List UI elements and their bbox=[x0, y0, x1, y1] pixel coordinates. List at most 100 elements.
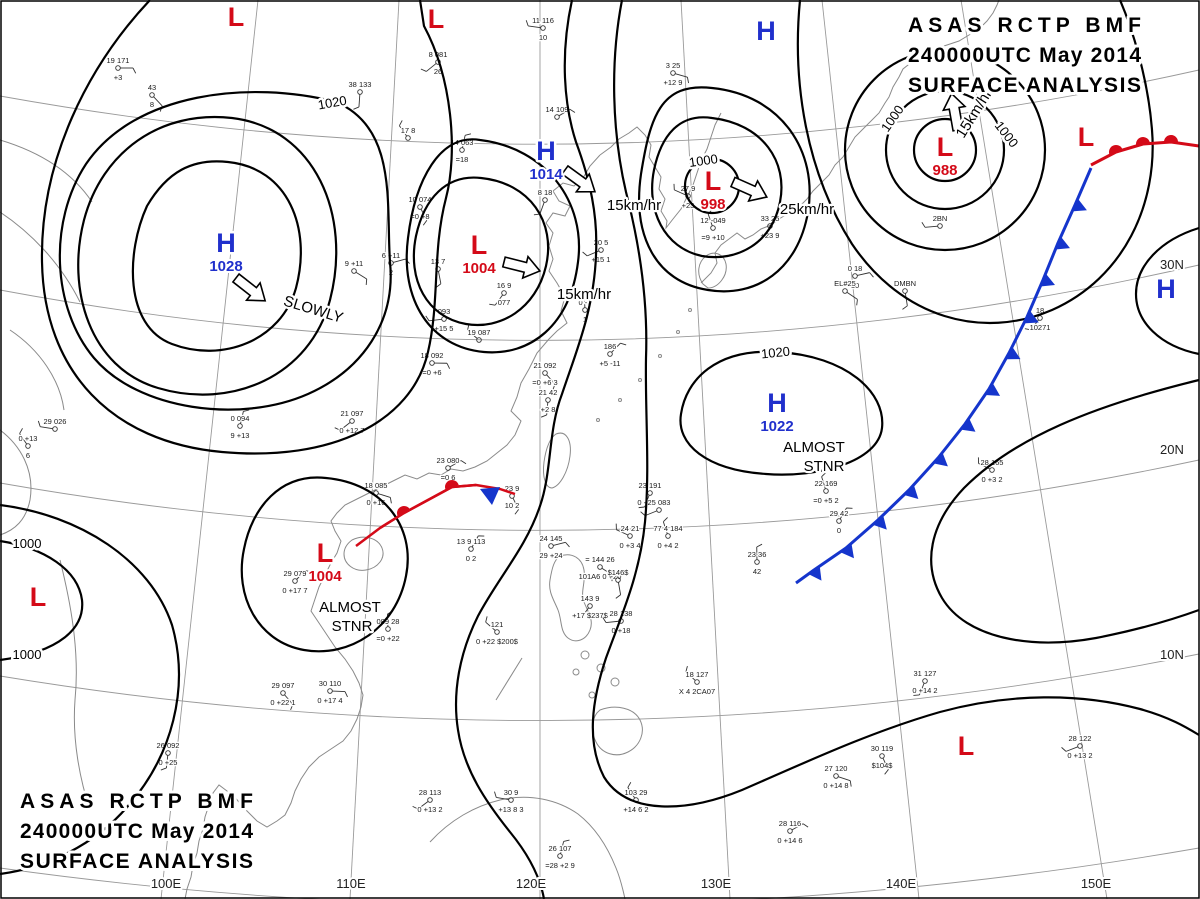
pressure-center-value: 1022 bbox=[760, 418, 793, 435]
isobar-value-label: 1000 bbox=[13, 647, 42, 662]
station-data: 12 -049 bbox=[700, 216, 725, 225]
wind-barb-tick-icon bbox=[398, 120, 403, 126]
island bbox=[596, 418, 600, 422]
station-plot: 31 127 0 +14 2 bbox=[911, 668, 939, 697]
wind-barb-icon bbox=[284, 694, 294, 705]
station-circle-icon bbox=[349, 418, 355, 424]
wind-barb-icon bbox=[580, 607, 589, 619]
station-plot: 18 127 X 4 2CA07 bbox=[678, 666, 716, 697]
low-pressure-center: L bbox=[425, 2, 447, 37]
wind-barb-tick-icon bbox=[460, 460, 467, 465]
station-data: 093 bbox=[438, 307, 451, 316]
station-data: +13 8 3 bbox=[498, 805, 523, 814]
wind-barb-icon bbox=[662, 521, 668, 534]
pressure-center-letter: L bbox=[428, 4, 445, 34]
station-plot: 24 145 29 +24 bbox=[538, 533, 570, 561]
station-data: 30 110 bbox=[319, 679, 341, 688]
pressure-center-letter: H bbox=[1156, 274, 1176, 304]
wind-barb-tick-icon bbox=[602, 617, 607, 623]
station-plot: 25 083 bbox=[640, 497, 672, 517]
station-plot: 24 21 0 +3 4 bbox=[615, 523, 642, 551]
wind-barb-icon bbox=[546, 402, 549, 415]
station-data: 103 29 bbox=[625, 788, 648, 797]
station-plot: 16 9 077 bbox=[489, 280, 513, 308]
station-plot: 121 0 +22 $200$ bbox=[475, 616, 520, 647]
island bbox=[610, 677, 620, 687]
isobar bbox=[77, 115, 338, 396]
wind-barb-tick-icon bbox=[334, 427, 341, 431]
station-data: 121 bbox=[491, 620, 504, 629]
station-data: +15 1 bbox=[592, 255, 611, 264]
station-data: 24 145 bbox=[540, 534, 563, 543]
isobar bbox=[0, 539, 84, 662]
station-circle-icon bbox=[237, 423, 243, 429]
coastline bbox=[429, 796, 626, 899]
pressure-center-letter: H bbox=[216, 228, 236, 258]
station-data: =0 +6 3 bbox=[532, 378, 557, 387]
wind-barb-icon bbox=[882, 757, 889, 770]
station-plot: 0 -7 1 bbox=[577, 291, 593, 325]
station-circle-icon bbox=[656, 507, 662, 513]
wind-barb-icon bbox=[674, 189, 687, 196]
station-plot: $146$ bbox=[606, 567, 631, 599]
coastline bbox=[698, 252, 727, 289]
wind-barb-icon bbox=[429, 318, 442, 322]
station-data: 23 080 bbox=[437, 456, 460, 465]
station-plot: 23 080 =0 6 bbox=[435, 455, 467, 483]
pressure-center-value: 988 bbox=[932, 162, 957, 179]
station-data: 9 +11 bbox=[345, 259, 363, 268]
coastline bbox=[700, 0, 1000, 284]
pressure-center-value: 1004 bbox=[462, 260, 496, 277]
wind-barb-icon bbox=[358, 94, 361, 107]
station-plot: 21 092 =0 +6 3 bbox=[531, 360, 559, 390]
latitude-label: 20N bbox=[1160, 442, 1184, 457]
movement-arrow bbox=[729, 176, 769, 203]
wind-barb-tick-icon bbox=[37, 420, 41, 427]
station-plot: 30 110 0 +17 4 bbox=[316, 678, 348, 706]
station-plot: 28 138 0 +18 bbox=[602, 608, 634, 636]
station-plot: 30 9 +13 8 3 bbox=[494, 787, 525, 815]
title-line: 240000UTC May 2014 bbox=[20, 820, 253, 843]
station-data: $104$ bbox=[872, 761, 894, 770]
isobar-value-label: 1020 bbox=[760, 344, 790, 362]
stationary-front-cold-symbol bbox=[480, 487, 500, 505]
station-data: 23 9 bbox=[505, 484, 520, 493]
station-circle-icon bbox=[165, 750, 171, 756]
station-circle-icon bbox=[25, 443, 31, 449]
station-data: 18 085 bbox=[365, 481, 388, 490]
grid-labels: 30N 20N 10N 100E 110E 120E 130E 140E 150E bbox=[149, 255, 1186, 893]
station-data: 0 +16 bbox=[367, 498, 386, 507]
station-data: $146$ bbox=[608, 568, 630, 577]
station-data: 21 42 bbox=[539, 388, 558, 397]
station-data: 11 116 bbox=[532, 16, 554, 25]
station-plot: 11 116 10 bbox=[525, 15, 555, 43]
longitude-label: 130E bbox=[701, 876, 732, 891]
fronts bbox=[355, 135, 1200, 585]
pressure-center-letter: L bbox=[228, 2, 245, 32]
station-circle-icon bbox=[694, 679, 700, 685]
station-data: 0 bbox=[837, 526, 841, 535]
wind-barb-icon bbox=[426, 63, 437, 72]
station-circle-icon bbox=[787, 828, 793, 834]
station-data: 14 063 bbox=[451, 138, 474, 147]
station-data: EL#25 bbox=[834, 279, 856, 288]
station-data: +23 bbox=[682, 201, 695, 210]
pressure-center-letter: H bbox=[767, 388, 787, 418]
station-plot: 18 092 =0 +6 bbox=[419, 350, 451, 378]
wind-barb-tick-icon bbox=[565, 542, 570, 548]
station-circle-icon bbox=[545, 397, 551, 403]
wind-barb-icon bbox=[165, 755, 169, 768]
station-circle-icon bbox=[115, 65, 121, 71]
station-data: 29 42 bbox=[830, 509, 849, 518]
station-data: 29 +24 bbox=[539, 551, 562, 560]
station-circle-icon bbox=[459, 147, 465, 153]
wind-barb-tick-icon bbox=[552, 383, 556, 390]
motion-annotation: ALMOST bbox=[319, 599, 381, 616]
station-circle-icon bbox=[922, 678, 928, 684]
isobar bbox=[1134, 226, 1200, 356]
island bbox=[688, 308, 692, 312]
wind-barb-icon bbox=[485, 621, 496, 631]
